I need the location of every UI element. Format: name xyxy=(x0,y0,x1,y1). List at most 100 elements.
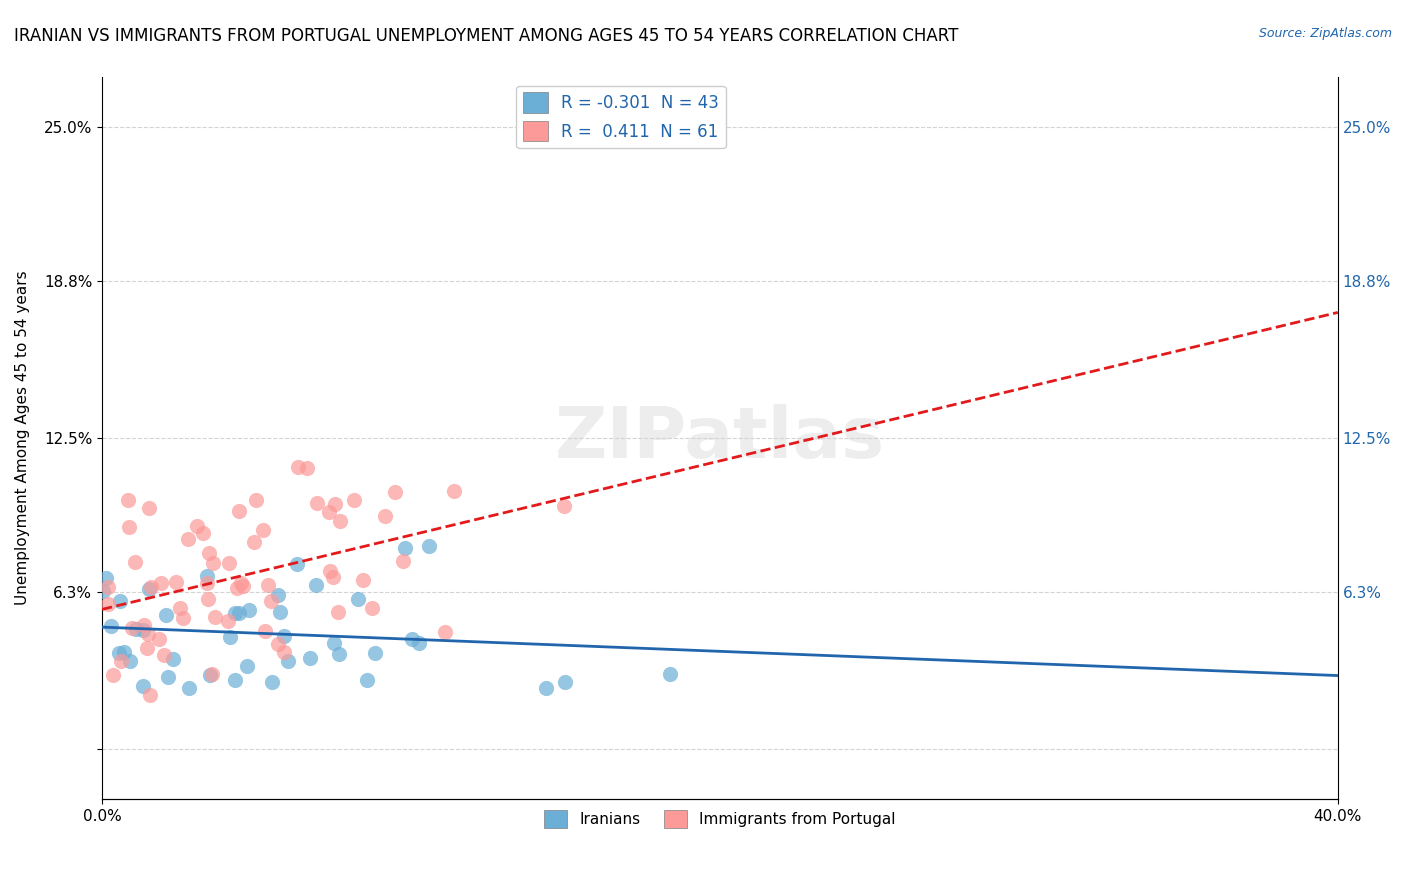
Point xyxy=(267,637,290,651)
Point xyxy=(228,504,250,518)
Point xyxy=(553,499,575,513)
Point xyxy=(318,505,340,519)
Point xyxy=(204,610,226,624)
Point xyxy=(108,646,131,660)
Point xyxy=(186,518,208,533)
Point xyxy=(198,668,221,682)
Point xyxy=(169,600,191,615)
Point xyxy=(267,588,290,602)
Y-axis label: Unemployment Among Ages 45 to 54 years: Unemployment Among Ages 45 to 54 years xyxy=(15,271,30,606)
Point xyxy=(101,668,124,682)
Point xyxy=(177,681,200,695)
Point xyxy=(260,593,283,607)
Point xyxy=(139,689,162,703)
Point xyxy=(534,681,557,696)
Text: IRANIAN VS IMMIGRANTS FROM PORTUGAL UNEMPLOYMENT AMONG AGES 45 TO 54 YEARS CORRE: IRANIAN VS IMMIGRANTS FROM PORTUGAL UNEM… xyxy=(14,27,959,45)
Point xyxy=(132,623,155,637)
Point xyxy=(322,570,344,584)
Point xyxy=(356,673,378,687)
Point xyxy=(193,526,215,541)
Point xyxy=(384,484,406,499)
Point xyxy=(91,583,114,598)
Text: ZIPatlas: ZIPatlas xyxy=(555,404,884,473)
Point xyxy=(117,493,139,508)
Point xyxy=(347,592,370,607)
Point xyxy=(150,576,173,591)
Point xyxy=(319,564,342,578)
Point xyxy=(305,578,328,592)
Point xyxy=(374,509,396,524)
Point xyxy=(434,624,457,639)
Point xyxy=(236,659,259,673)
Point xyxy=(352,574,374,588)
Point xyxy=(217,614,239,628)
Point xyxy=(229,575,252,590)
Point xyxy=(138,501,160,516)
Point xyxy=(298,651,321,665)
Point xyxy=(245,493,267,508)
Point xyxy=(112,644,135,658)
Point xyxy=(305,495,328,509)
Point xyxy=(224,606,246,620)
Point xyxy=(401,632,423,647)
Point xyxy=(110,655,132,669)
Point xyxy=(273,645,295,659)
Point xyxy=(120,654,142,668)
Point xyxy=(198,546,221,560)
Point xyxy=(138,582,160,596)
Point xyxy=(202,556,225,570)
Point xyxy=(323,636,346,650)
Point xyxy=(361,600,384,615)
Point xyxy=(277,654,299,668)
Point xyxy=(108,594,131,608)
Point xyxy=(232,579,254,593)
Point xyxy=(326,605,349,619)
Point xyxy=(218,556,240,570)
Point xyxy=(97,580,120,594)
Point xyxy=(287,460,309,475)
Point xyxy=(443,483,465,498)
Point xyxy=(253,624,276,638)
Legend: Iranians, Immigrants from Portugal: Iranians, Immigrants from Portugal xyxy=(538,804,901,835)
Point xyxy=(197,591,219,606)
Point xyxy=(238,603,260,617)
Point xyxy=(269,605,291,619)
Point xyxy=(219,631,242,645)
Point xyxy=(94,571,117,585)
Text: Source: ZipAtlas.com: Source: ZipAtlas.com xyxy=(1258,27,1392,40)
Point xyxy=(118,520,141,534)
Point xyxy=(136,641,159,656)
Point xyxy=(659,666,682,681)
Point xyxy=(408,636,430,650)
Point xyxy=(394,541,416,555)
Point xyxy=(155,607,177,622)
Point xyxy=(162,651,184,665)
Point xyxy=(132,679,155,693)
Point xyxy=(295,460,318,475)
Point xyxy=(100,619,122,633)
Point xyxy=(418,539,440,553)
Point xyxy=(285,557,308,571)
Point xyxy=(329,515,352,529)
Point xyxy=(256,578,278,592)
Point xyxy=(121,621,143,635)
Point xyxy=(554,674,576,689)
Point xyxy=(224,673,246,688)
Point xyxy=(323,497,346,511)
Point xyxy=(134,618,156,632)
Point xyxy=(136,626,159,640)
Point xyxy=(152,648,174,662)
Point xyxy=(125,622,148,636)
Point xyxy=(262,674,284,689)
Point xyxy=(364,646,387,660)
Point xyxy=(165,574,187,589)
Point xyxy=(176,532,198,546)
Point xyxy=(124,555,146,569)
Point xyxy=(197,568,219,582)
Point xyxy=(157,670,180,684)
Point xyxy=(97,598,120,612)
Point xyxy=(172,611,194,625)
Point xyxy=(201,666,224,681)
Point xyxy=(225,582,247,596)
Point xyxy=(328,647,350,661)
